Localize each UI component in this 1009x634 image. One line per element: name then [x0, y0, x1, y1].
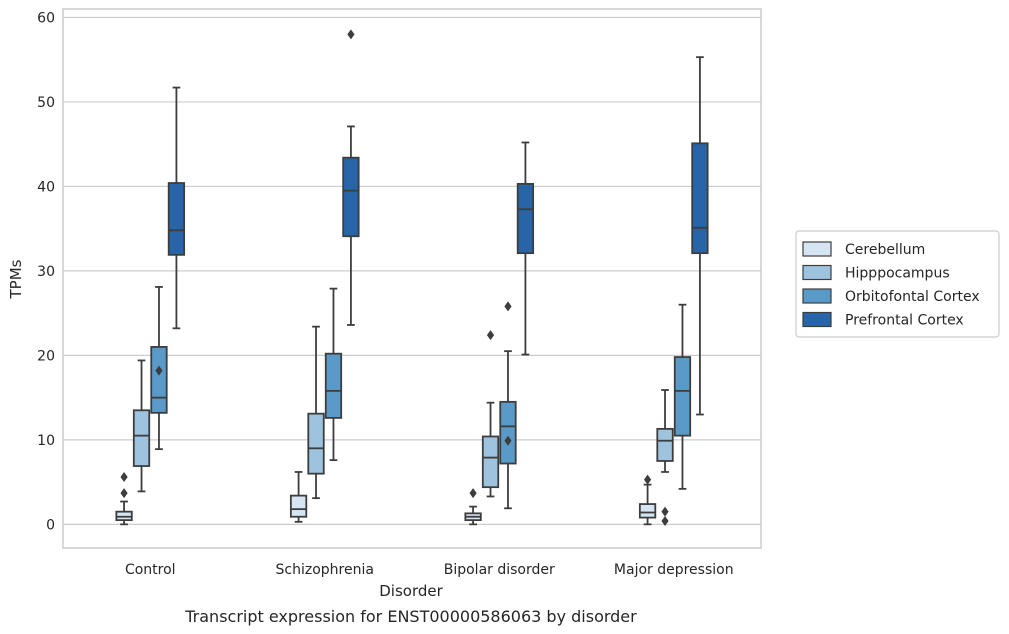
- y-tick-label: 60: [37, 10, 55, 26]
- box-iqr: [150, 346, 168, 414]
- box-prefrontal-cortex: [516, 141, 535, 356]
- outlier-point: [155, 365, 163, 376]
- y-tick-label: 0: [46, 517, 55, 533]
- box-orbitofontal-cortex: [324, 287, 343, 462]
- y-tick-label: 40: [37, 179, 55, 195]
- box-iqr: [516, 182, 535, 255]
- box-iqr: [638, 503, 657, 519]
- legend-swatch: [802, 311, 832, 328]
- box-iqr: [307, 412, 325, 475]
- box-hipppocampus: [481, 330, 500, 498]
- legend: Cerebellum Hipppocampus Orbitofontal Corte…: [795, 230, 1000, 338]
- box-iqr: [673, 356, 692, 437]
- box-orbitofontal-cortex: [673, 303, 692, 490]
- box-cerebellum: [464, 488, 482, 526]
- outlier-point: [120, 488, 128, 499]
- outlier-point: [469, 488, 477, 499]
- box-iqr: [324, 352, 343, 419]
- x-tick-label: Major depression: [614, 562, 734, 578]
- legend-frame: [795, 230, 1000, 338]
- x-tick-label: Bipolar disorder: [444, 562, 555, 578]
- box-iqr: [499, 400, 517, 465]
- x-axis-label: Disorder: [379, 582, 443, 600]
- box-iqr: [342, 156, 360, 238]
- legend-label: Cerebellum: [845, 242, 925, 258]
- legend-label: Orbitofontal Cortex: [845, 289, 980, 305]
- outlier-point: [486, 330, 495, 341]
- box-iqr: [691, 142, 709, 255]
- box-iqr: [132, 409, 151, 467]
- outlier-point: [504, 301, 512, 312]
- y-tick-label: 10: [37, 433, 55, 449]
- x-tick-label: Control: [125, 562, 176, 578]
- box-hipppocampus: [307, 325, 325, 500]
- figure-caption: Transcript expression for ENST0000058606…: [184, 607, 637, 626]
- box-cerebellum: [115, 472, 133, 526]
- y-tick-label: 20: [37, 348, 55, 364]
- box-orbitofontal-cortex: [499, 301, 517, 510]
- y-axis-label: TPMs: [7, 259, 25, 299]
- legend-label: Prefrontal Cortex: [845, 313, 964, 329]
- y-tick-label: 30: [37, 264, 55, 280]
- plot-border: [62, 8, 762, 549]
- box-iqr: [289, 494, 308, 518]
- boxes-layer: [115, 29, 709, 526]
- box-prefrontal-cortex: [342, 29, 360, 326]
- legend-label: Hipppocampus: [845, 266, 950, 282]
- outlier-point: [643, 474, 652, 485]
- box-prefrontal-cortex: [691, 56, 709, 416]
- box-cerebellum: [289, 471, 308, 523]
- box-hipppocampus: [132, 359, 151, 493]
- outlier-point: [120, 472, 128, 483]
- box-iqr: [481, 435, 500, 489]
- box-cerebellum: [638, 474, 657, 526]
- outlier-point: [661, 515, 669, 526]
- tick-labels: 0 10 20 30 40 50 60 Control Schizophrenia Bipolar…: [37, 10, 733, 578]
- box-prefrontal-cortex: [167, 86, 186, 330]
- outlier-point: [661, 506, 669, 517]
- legend-swatch: [802, 241, 832, 257]
- legend-swatch: [802, 288, 832, 304]
- plot-frame: [62, 8, 762, 549]
- box-orbitofontal-cortex: [150, 286, 168, 451]
- box-hipppocampus: [656, 389, 674, 526]
- x-tick-label: Schizophrenia: [276, 562, 374, 578]
- outlier-point: [504, 435, 512, 446]
- grid-lines: [63, 16, 761, 525]
- box-iqr: [167, 182, 186, 256]
- y-tick-label: 50: [37, 95, 55, 111]
- box-iqr: [656, 427, 674, 462]
- legend-swatch: [802, 264, 832, 281]
- outlier-point: [347, 29, 355, 40]
